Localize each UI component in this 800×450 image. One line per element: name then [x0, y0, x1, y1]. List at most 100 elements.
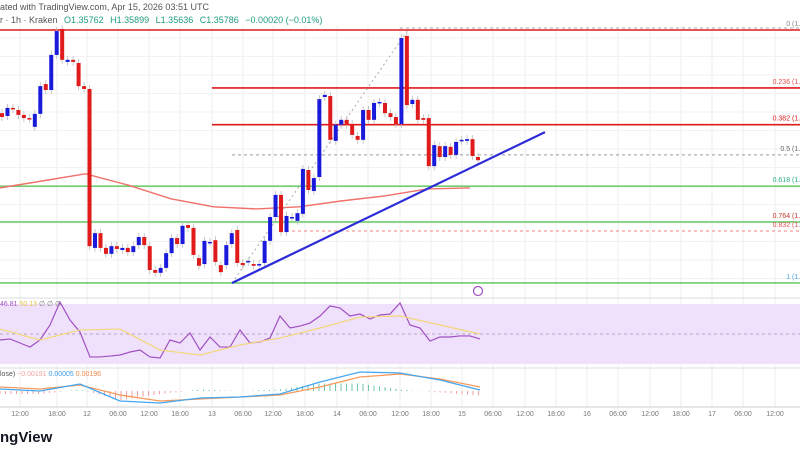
candle-bearish	[415, 99, 420, 120]
candle-bullish	[410, 99, 415, 105]
macd-source: lose)	[0, 371, 16, 378]
fib-level-label: 0.832 (1.33	[773, 222, 800, 229]
moving-average-line	[0, 173, 471, 210]
candle-bearish	[426, 118, 431, 167]
time-axis-label: 12:00	[516, 411, 534, 418]
time-axis-label: 12:00	[140, 411, 158, 418]
low-value: L1.35636	[155, 15, 194, 25]
macd-value: 0.00005	[48, 371, 74, 378]
candle-bullish	[465, 139, 470, 141]
candle-bearish	[355, 135, 360, 140]
candle-bullish	[284, 215, 289, 233]
candle-bullish	[300, 168, 305, 214]
candle-bearish	[191, 227, 196, 255]
candle-bullish	[229, 233, 234, 245]
candle-bearish	[476, 157, 480, 161]
candle-bearish	[470, 139, 475, 156]
candle-bullish	[164, 253, 169, 268]
candle-bearish	[186, 225, 191, 228]
rsi-value: 46.81	[0, 301, 18, 308]
candle-bearish	[175, 238, 180, 245]
time-axis-label: 18:00	[48, 411, 66, 418]
candle-bullish	[268, 217, 273, 241]
candle-bullish	[372, 102, 377, 120]
support-trendline	[231, 131, 546, 284]
time-axis-label: 12	[83, 411, 91, 418]
candle-bullish	[273, 194, 278, 218]
candle-bullish	[202, 240, 207, 265]
candle-bullish	[361, 110, 366, 140]
candle-bullish	[289, 217, 294, 219]
candle-bullish	[311, 178, 316, 192]
macd-signal-value: 0.00196	[75, 371, 102, 378]
candle-bearish	[240, 262, 245, 266]
candle-bearish	[328, 95, 333, 140]
candle-bearish	[71, 59, 76, 62]
candle-bullish	[295, 213, 300, 221]
candle-bearish	[213, 240, 218, 262]
fib-level-label: 1 (1.32	[786, 274, 800, 281]
candle-bearish	[43, 84, 48, 90]
candle-bullish	[120, 247, 125, 250]
candle-bullish	[399, 38, 404, 125]
candle-bullish	[246, 260, 251, 263]
candle-bearish	[218, 265, 223, 273]
time-axis-label: 18:00	[547, 411, 565, 418]
fib-level-label: 0.236 (1.37	[773, 79, 800, 86]
macd-legend: lose) −0.00191 0.00005 0.00196	[0, 371, 101, 378]
rsi-legend: 46.81 50.13 ∅ ∅ ∅	[0, 300, 61, 308]
time-axis-label: 12:00	[641, 411, 659, 418]
candle-bullish	[207, 241, 212, 244]
candle-bullish	[454, 141, 459, 155]
candle-bearish	[142, 237, 147, 246]
candle-bearish	[125, 247, 130, 253]
candle-bearish	[388, 113, 393, 118]
caption: ated with TradingView.com, Apr 15, 2026 …	[0, 2, 209, 12]
candle-bullish	[224, 245, 229, 266]
time-axis-label: 06:00	[484, 411, 502, 418]
event-marker-icon	[472, 285, 484, 297]
candle-bullish	[432, 145, 437, 167]
time-axis-label: 06:00	[359, 411, 377, 418]
time-axis-label: 06:00	[734, 411, 752, 418]
fib-level-label: 0 (1.39	[786, 21, 800, 28]
candle-bullish	[443, 146, 448, 158]
change-value: −0.00020 (−0.01%)	[245, 15, 323, 25]
time-axis-label: 18:00	[296, 411, 314, 418]
candle-bearish	[147, 246, 152, 270]
rsi-extra: ∅ ∅ ∅	[38, 301, 62, 308]
fib-level-label: 0.764 (1.33	[773, 213, 800, 220]
time-axis-label: 06:00	[234, 411, 252, 418]
macd-line	[0, 371, 481, 404]
fib-level-label: 0.382 (1.36	[773, 116, 800, 123]
candle-bearish	[448, 146, 453, 155]
candle-bearish	[437, 146, 442, 158]
close-value: C1.35786	[199, 15, 239, 25]
time-axis-label: 06:00	[609, 411, 627, 418]
candle-bearish	[27, 118, 32, 120]
candle-bullish	[93, 233, 98, 248]
rsi-ma-line	[0, 315, 481, 356]
candle-bullish	[5, 107, 10, 116]
time-axis-label: 13	[208, 411, 216, 418]
fib-connector-line	[231, 29, 409, 284]
tradingview-logo: ngView	[0, 429, 53, 446]
high-value: H1.35899	[110, 15, 150, 25]
candle-bearish	[60, 28, 65, 60]
candle-bullish	[377, 101, 382, 104]
candle-bullish	[38, 86, 43, 114]
candle-bullish	[317, 99, 322, 178]
open-value: O1.35762	[64, 15, 104, 25]
time-axis-label: 12:00	[766, 411, 784, 418]
candle-bearish	[344, 119, 349, 125]
candle-bullish	[32, 113, 37, 127]
rsi-ma-value: 50.13	[19, 301, 38, 308]
symbol-info: r · 1h · Kraken	[0, 15, 58, 25]
time-axis-label: 15	[458, 411, 466, 418]
candle-bearish	[235, 230, 240, 263]
candle-bullish	[49, 54, 54, 90]
candle-bearish	[82, 86, 87, 89]
time-axis-label: 14	[333, 411, 341, 418]
candle-bullish	[169, 238, 174, 254]
